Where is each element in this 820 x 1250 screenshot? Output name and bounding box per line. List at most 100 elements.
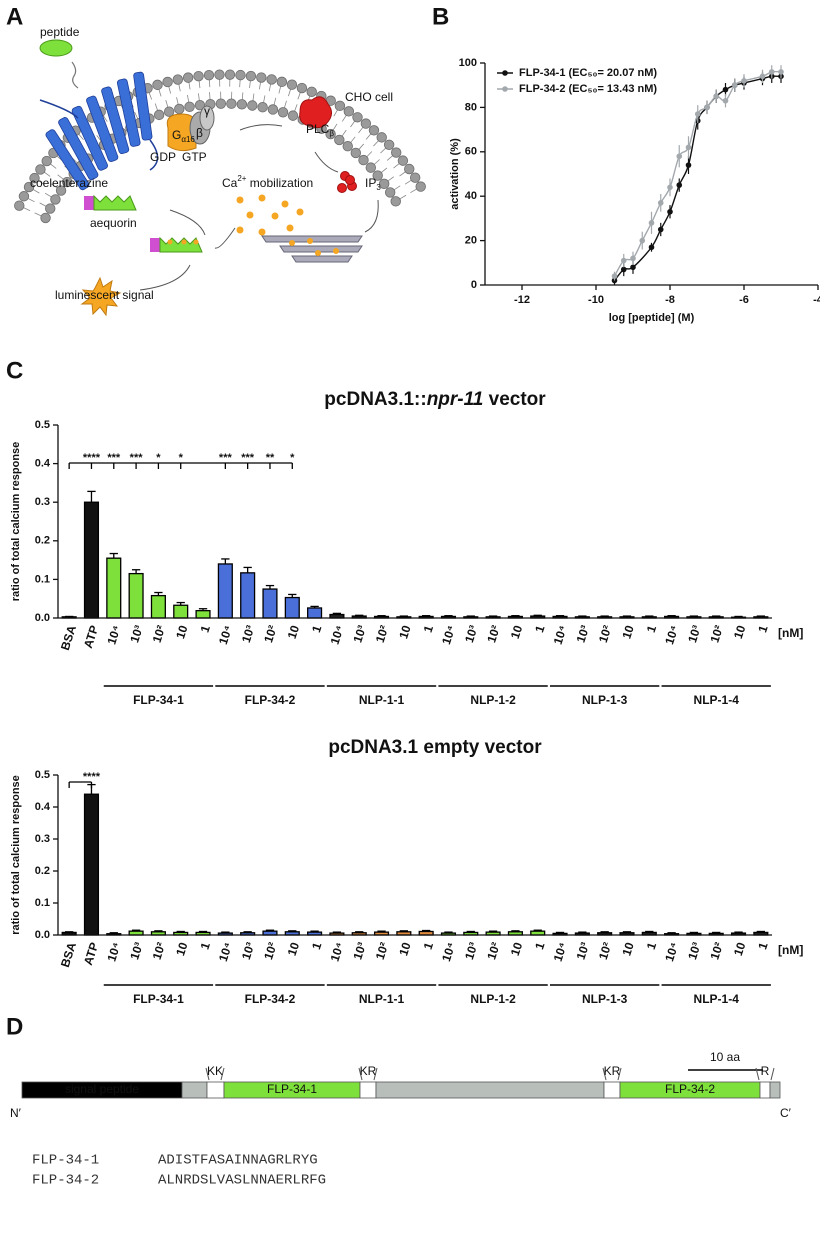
point bbox=[722, 97, 729, 104]
lipid-head bbox=[50, 194, 61, 205]
x-tick-label: -6 bbox=[739, 294, 749, 306]
cleavage-tick bbox=[358, 1067, 363, 1081]
label: IP3 bbox=[365, 176, 381, 192]
group-label: NLP-1-2 bbox=[470, 992, 516, 1006]
y-tick-label: 0.0 bbox=[35, 929, 50, 941]
point bbox=[722, 86, 729, 93]
lipid-head bbox=[45, 203, 56, 214]
y-tick-label: 0.0 bbox=[35, 612, 50, 624]
bar bbox=[173, 604, 189, 619]
legend-label: FLP-34-1 (EC₅₀= 20.07 nM) bbox=[519, 67, 657, 79]
lipid-head bbox=[41, 155, 52, 167]
x-tick-label: 1 bbox=[198, 940, 213, 951]
terminus-label: C′ bbox=[780, 1106, 792, 1120]
x-tick-label: 10 bbox=[173, 940, 191, 957]
y-axis-label: ratio of total calcium response bbox=[10, 775, 22, 935]
label-part: 2+ bbox=[237, 174, 246, 183]
x-tick-label: 10³ bbox=[239, 941, 258, 962]
x-tick-label: 10³ bbox=[685, 941, 704, 962]
x-tick-label: 10³ bbox=[239, 624, 258, 645]
x-tick-label: 10⁴ bbox=[327, 624, 346, 647]
x-tick-label: 10² bbox=[150, 941, 169, 962]
coelenterazine bbox=[84, 196, 94, 210]
calcium bbox=[286, 224, 294, 232]
lipid-head bbox=[184, 101, 195, 112]
calcium bbox=[236, 226, 244, 234]
label: γ bbox=[204, 104, 210, 118]
bar bbox=[83, 501, 100, 619]
lipid-head bbox=[286, 79, 298, 90]
lipid-head bbox=[378, 178, 390, 190]
precursor-segment bbox=[759, 1081, 771, 1099]
label-part: IP bbox=[365, 176, 376, 190]
lipid-head bbox=[287, 110, 299, 121]
receptor-helix bbox=[101, 86, 130, 154]
x-tick-label: 10² bbox=[484, 624, 503, 645]
lipid-head bbox=[352, 112, 363, 123]
x-tick-label: BSA bbox=[58, 940, 79, 969]
x-tick-label: 10³ bbox=[462, 941, 481, 962]
label: luminescent signal bbox=[55, 288, 154, 302]
bar bbox=[307, 607, 323, 619]
calcium bbox=[167, 239, 173, 245]
lipid-head bbox=[203, 69, 215, 81]
label: coelenterazine bbox=[30, 176, 108, 190]
panel-label: C bbox=[6, 357, 23, 384]
x-tick-label: 10⁴ bbox=[662, 624, 681, 647]
lipid-head bbox=[235, 69, 246, 81]
sequence-name: FLP-34-2 bbox=[32, 1173, 99, 1189]
legend-label: FLP-34-2 (EC₅₀= 13.43 nM) bbox=[519, 83, 657, 95]
x-tick-label: 1 bbox=[309, 940, 324, 951]
label-part: 3 bbox=[376, 183, 381, 192]
x-tick-label: 10 bbox=[508, 623, 526, 640]
panel-label: D bbox=[6, 1013, 23, 1040]
y-tick-label: 0.2 bbox=[35, 535, 50, 547]
title-part: vector bbox=[483, 389, 546, 410]
x-tick-label: 10⁴ bbox=[216, 624, 235, 647]
title-part: pcDNA3.1:: bbox=[324, 389, 426, 410]
point bbox=[741, 77, 747, 84]
lipid-head bbox=[257, 102, 268, 113]
x-tick-label: 10 bbox=[731, 623, 749, 640]
legend-marker bbox=[502, 70, 508, 76]
y-tick-label: 0.1 bbox=[35, 897, 50, 909]
cleavage-label: R bbox=[761, 1064, 770, 1078]
calcium bbox=[246, 211, 254, 219]
x-tick-label: 10⁴ bbox=[439, 941, 458, 964]
precursor-segment bbox=[769, 1081, 781, 1099]
x-tick-label: 10⁴ bbox=[662, 941, 681, 964]
arrow bbox=[139, 264, 191, 291]
lipid-head bbox=[276, 76, 288, 88]
lipid-head bbox=[245, 70, 257, 82]
lipid-head bbox=[266, 74, 277, 85]
label-part: mobilization bbox=[246, 176, 313, 190]
precursor-segment bbox=[181, 1081, 208, 1099]
point bbox=[768, 69, 775, 75]
calcium bbox=[281, 200, 289, 208]
x-tick-label: 10 bbox=[396, 623, 414, 640]
x-tick-label: 10² bbox=[707, 941, 726, 962]
x-tick-label: ATP bbox=[81, 941, 101, 967]
point bbox=[713, 93, 720, 100]
group-label: NLP-1-3 bbox=[582, 693, 628, 707]
lipid-head bbox=[35, 164, 46, 175]
significance-label: *** bbox=[107, 452, 121, 464]
significance-label: * bbox=[179, 452, 184, 464]
lipid-head bbox=[334, 134, 345, 146]
x-tick-label: 10 bbox=[285, 623, 303, 640]
sequence-name: FLP-34-1 bbox=[32, 1153, 99, 1169]
group-label: FLP-34-2 bbox=[245, 693, 296, 707]
point bbox=[759, 73, 766, 80]
lipid-head bbox=[365, 162, 376, 173]
x-tick-label: 10⁴ bbox=[551, 624, 570, 647]
cleavage-tick bbox=[220, 1067, 225, 1081]
group-label: NLP-1-1 bbox=[359, 992, 405, 1006]
x-tick-label: 10² bbox=[596, 941, 615, 962]
x-tick-label: 1 bbox=[309, 623, 324, 634]
lipid-head bbox=[384, 187, 396, 198]
x-tick-label: 10² bbox=[484, 941, 503, 962]
lipid-head bbox=[390, 196, 401, 207]
point bbox=[685, 162, 692, 168]
precursor-segment bbox=[375, 1081, 605, 1099]
lipid-head bbox=[350, 147, 361, 159]
